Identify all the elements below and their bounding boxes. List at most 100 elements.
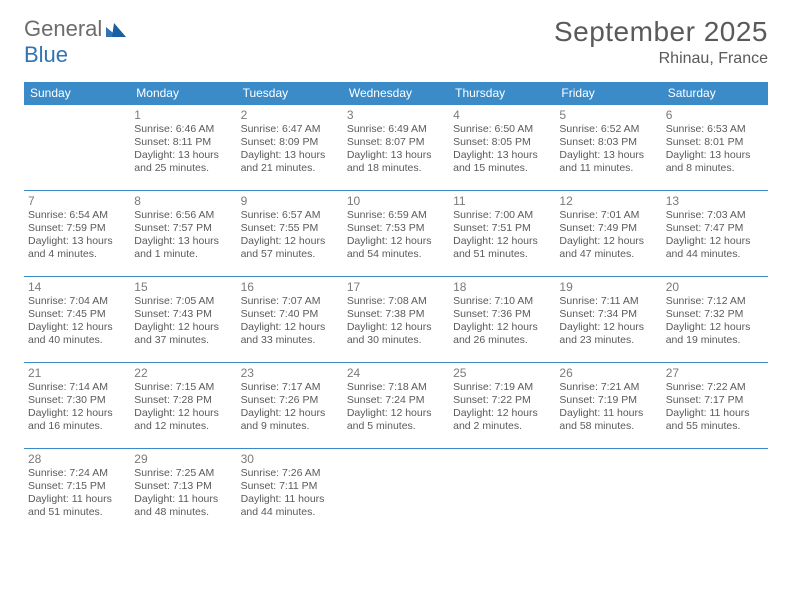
calendar-table: Sunday Monday Tuesday Wednesday Thursday… [24, 82, 768, 535]
sunset-line: Sunset: 7:55 PM [241, 222, 339, 235]
sunrise-line: Sunrise: 6:50 AM [453, 123, 551, 136]
sunset-line: Sunset: 7:49 PM [559, 222, 657, 235]
day-number: 17 [347, 280, 445, 294]
sunset-line: Sunset: 8:07 PM [347, 136, 445, 149]
day-cell: 24Sunrise: 7:18 AMSunset: 7:24 PMDayligh… [343, 363, 449, 449]
daylight-line: and 26 minutes. [453, 334, 551, 347]
daylight-line: and 58 minutes. [559, 420, 657, 433]
sunset-line: Sunset: 7:34 PM [559, 308, 657, 321]
day-number: 7 [28, 194, 126, 208]
week-row: 21Sunrise: 7:14 AMSunset: 7:30 PMDayligh… [24, 363, 768, 449]
sunrise-line: Sunrise: 6:54 AM [28, 209, 126, 222]
daylight-line: Daylight: 12 hours [453, 235, 551, 248]
sunset-line: Sunset: 7:57 PM [134, 222, 232, 235]
daylight-line: Daylight: 12 hours [559, 321, 657, 334]
day-cell: 8Sunrise: 6:56 AMSunset: 7:57 PMDaylight… [130, 191, 236, 277]
daylight-line: Daylight: 12 hours [347, 407, 445, 420]
day-number: 2 [241, 108, 339, 122]
day-cell: 11Sunrise: 7:00 AMSunset: 7:51 PMDayligh… [449, 191, 555, 277]
sunrise-line: Sunrise: 6:57 AM [241, 209, 339, 222]
daylight-line: and 5 minutes. [347, 420, 445, 433]
daylight-line: and 4 minutes. [28, 248, 126, 261]
sunrise-line: Sunrise: 7:08 AM [347, 295, 445, 308]
daylight-line: and 48 minutes. [134, 506, 232, 519]
daylight-line: and 30 minutes. [347, 334, 445, 347]
daylight-line: Daylight: 12 hours [134, 407, 232, 420]
dow-cell: Monday [130, 82, 236, 105]
dow-cell: Sunday [24, 82, 130, 105]
dow-cell: Thursday [449, 82, 555, 105]
daylight-line: and 9 minutes. [241, 420, 339, 433]
day-number: 5 [559, 108, 657, 122]
sunset-line: Sunset: 7:28 PM [134, 394, 232, 407]
week-row: 28Sunrise: 7:24 AMSunset: 7:15 PMDayligh… [24, 449, 768, 535]
day-number: 12 [559, 194, 657, 208]
day-number: 10 [347, 194, 445, 208]
daylight-line: and 54 minutes. [347, 248, 445, 261]
sunrise-line: Sunrise: 7:22 AM [666, 381, 764, 394]
daylight-line: Daylight: 11 hours [134, 493, 232, 506]
day-cell: 18Sunrise: 7:10 AMSunset: 7:36 PMDayligh… [449, 277, 555, 363]
daylight-line: and 37 minutes. [134, 334, 232, 347]
day-cell: 19Sunrise: 7:11 AMSunset: 7:34 PMDayligh… [555, 277, 661, 363]
daylight-line: and 2 minutes. [453, 420, 551, 433]
daylight-line: and 44 minutes. [241, 506, 339, 519]
daylight-line: Daylight: 12 hours [453, 407, 551, 420]
day-cell: 30Sunrise: 7:26 AMSunset: 7:11 PMDayligh… [237, 449, 343, 535]
day-number: 16 [241, 280, 339, 294]
daylight-line: and 15 minutes. [453, 162, 551, 175]
sunset-line: Sunset: 7:38 PM [347, 308, 445, 321]
day-cell: 25Sunrise: 7:19 AMSunset: 7:22 PMDayligh… [449, 363, 555, 449]
daylight-line: and 33 minutes. [241, 334, 339, 347]
daylight-line: and 25 minutes. [134, 162, 232, 175]
daylight-line: Daylight: 13 hours [134, 149, 232, 162]
brand-logo: General [24, 16, 128, 42]
daylight-line: Daylight: 11 hours [241, 493, 339, 506]
dow-cell: Friday [555, 82, 661, 105]
sunset-line: Sunset: 8:09 PM [241, 136, 339, 149]
sunset-line: Sunset: 8:05 PM [453, 136, 551, 149]
day-number: 21 [28, 366, 126, 380]
sunrise-line: Sunrise: 7:15 AM [134, 381, 232, 394]
daylight-line: Daylight: 12 hours [28, 407, 126, 420]
location-label: Rhinau, France [554, 50, 768, 68]
day-number: 1 [134, 108, 232, 122]
daylight-line: and 1 minute. [134, 248, 232, 261]
daylight-line: Daylight: 12 hours [453, 321, 551, 334]
sunset-line: Sunset: 8:11 PM [134, 136, 232, 149]
daylight-line: and 57 minutes. [241, 248, 339, 261]
daylight-line: and 51 minutes. [28, 506, 126, 519]
day-number: 8 [134, 194, 232, 208]
dow-row: Sunday Monday Tuesday Wednesday Thursday… [24, 82, 768, 105]
day-number: 11 [453, 194, 551, 208]
brand-part1: General [24, 16, 102, 42]
sunrise-line: Sunrise: 7:00 AM [453, 209, 551, 222]
sunset-line: Sunset: 7:11 PM [241, 480, 339, 493]
week-row: 14Sunrise: 7:04 AMSunset: 7:45 PMDayligh… [24, 277, 768, 363]
sunset-line: Sunset: 7:17 PM [666, 394, 764, 407]
day-cell [449, 449, 555, 535]
day-cell: 3Sunrise: 6:49 AMSunset: 8:07 PMDaylight… [343, 105, 449, 191]
sunrise-line: Sunrise: 6:59 AM [347, 209, 445, 222]
day-cell: 26Sunrise: 7:21 AMSunset: 7:19 PMDayligh… [555, 363, 661, 449]
day-number: 20 [666, 280, 764, 294]
sunset-line: Sunset: 7:26 PM [241, 394, 339, 407]
daylight-line: Daylight: 12 hours [347, 321, 445, 334]
day-number: 25 [453, 366, 551, 380]
daylight-line: and 18 minutes. [347, 162, 445, 175]
daylight-line: Daylight: 12 hours [241, 235, 339, 248]
day-cell: 20Sunrise: 7:12 AMSunset: 7:32 PMDayligh… [662, 277, 768, 363]
daylight-line: Daylight: 13 hours [666, 149, 764, 162]
day-cell: 27Sunrise: 7:22 AMSunset: 7:17 PMDayligh… [662, 363, 768, 449]
day-cell [662, 449, 768, 535]
day-cell: 15Sunrise: 7:05 AMSunset: 7:43 PMDayligh… [130, 277, 236, 363]
month-title: September 2025 [554, 16, 768, 48]
daylight-line: Daylight: 12 hours [347, 235, 445, 248]
daylight-line: Daylight: 13 hours [453, 149, 551, 162]
day-number: 6 [666, 108, 764, 122]
daylight-line: and 44 minutes. [666, 248, 764, 261]
sunrise-line: Sunrise: 6:49 AM [347, 123, 445, 136]
day-number: 30 [241, 452, 339, 466]
sunrise-line: Sunrise: 7:11 AM [559, 295, 657, 308]
day-number: 18 [453, 280, 551, 294]
